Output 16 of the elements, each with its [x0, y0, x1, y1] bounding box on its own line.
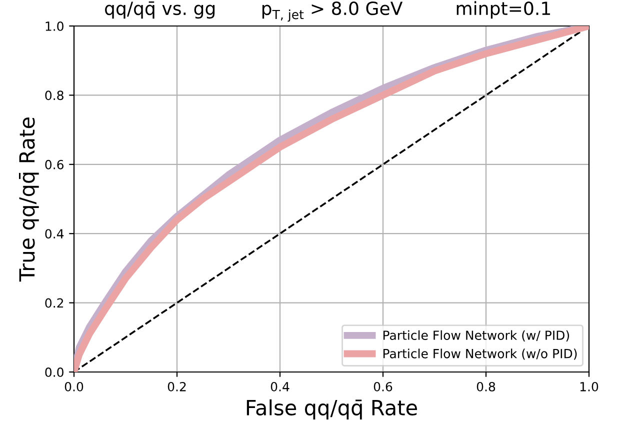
- x-tick-label: 0.8: [476, 382, 496, 392]
- y-tick-label: 0.4: [45, 229, 64, 239]
- x-tick-label: 0.6: [374, 382, 392, 392]
- x-axis-title: False qq/qq̄ Rate: [246, 399, 418, 420]
- x-tick-label: 0.2: [168, 382, 186, 392]
- y-tick-label: 0.6: [45, 160, 64, 170]
- y-tick-label: 1.0: [46, 21, 64, 31]
- x-tick-label: 1.0: [580, 382, 598, 392]
- legend-label: Particle Flow Network (w/o PID): [383, 348, 577, 360]
- legend-label: Particle Flow Network (w/ PID): [383, 330, 570, 342]
- y-axis-title: True qq/qq̄ Rate: [18, 118, 39, 282]
- x-tick-label: 0.4: [270, 382, 290, 392]
- y-tick-label: 0.8: [45, 90, 64, 100]
- y-tick-label: 0.0: [45, 367, 64, 377]
- y-tick-label: 0.2: [45, 298, 64, 308]
- x-tick-label: 0.0: [64, 382, 84, 392]
